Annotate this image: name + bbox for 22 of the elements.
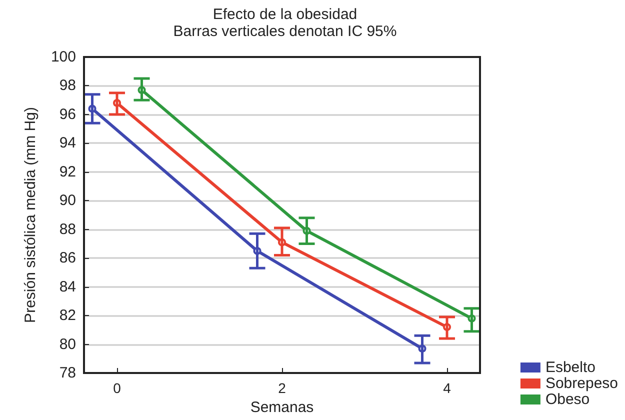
y-axis-title: Presión sistólica media (mm Hg)	[22, 107, 39, 323]
chart-subtitle: Barras verticales denotan IC 95%	[173, 23, 397, 40]
legend-label: Sobrepeso	[545, 375, 618, 392]
legend-label: Esbelto	[545, 359, 596, 376]
x-axis-title: Semanas	[250, 398, 314, 416]
y-tick-label: 80	[59, 336, 76, 353]
legend-label: Obeso	[545, 391, 590, 408]
y-tick-label: 92	[59, 163, 76, 180]
y-tick-label: 84	[59, 278, 76, 296]
y-tick-label: 90	[59, 192, 76, 210]
x-tick-label: 0	[113, 380, 122, 396]
x-tick-label: 2	[278, 380, 286, 396]
y-tick-label: 98	[59, 77, 76, 94]
x-tick-label: 4	[443, 380, 452, 396]
y-tick-label: 94	[59, 134, 76, 152]
y-tick-label: 88	[59, 220, 76, 238]
y-tick-label: 96	[59, 106, 76, 123]
y-tick-label: 100	[50, 48, 76, 66]
y-tick-label: 78	[59, 364, 76, 382]
y-tick-label: 82	[59, 307, 76, 324]
chart-title: Efecto de la obesidad	[212, 6, 358, 23]
y-tick-label: 86	[59, 250, 76, 267]
